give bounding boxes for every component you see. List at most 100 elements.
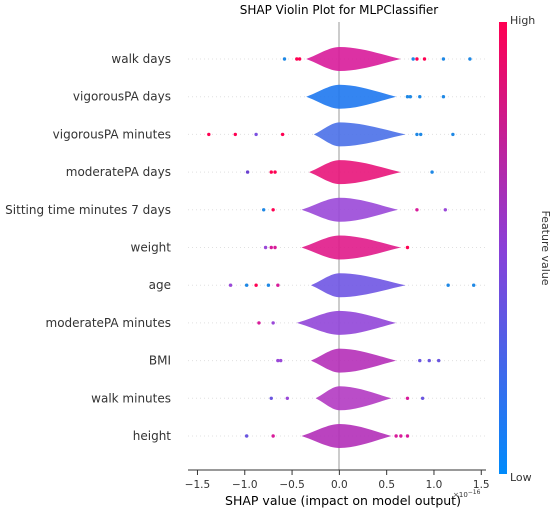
feature-label: vigorousPA days: [73, 90, 171, 104]
outlier-point: [394, 434, 398, 438]
violin-shape: [301, 197, 399, 222]
outlier-point: [468, 57, 472, 61]
outlier-point: [472, 283, 476, 287]
feature-row: walk days: [111, 47, 486, 71]
violin-shape: [296, 310, 397, 335]
outlier-point: [257, 321, 261, 325]
outlier-point: [244, 434, 249, 438]
outlier-point: [285, 396, 290, 400]
outlier-point: [405, 396, 410, 400]
outlier-point: [273, 245, 277, 250]
outlier-point: [405, 95, 410, 99]
feature-label: walk days: [111, 52, 171, 66]
violin-shape: [301, 235, 401, 260]
chart-title: SHAP Violin Plot for MLPClassifier: [240, 3, 438, 17]
outlier-point: [451, 132, 455, 137]
violin-shape: [306, 84, 397, 109]
outlier-point: [254, 283, 258, 287]
outlier-point: [261, 208, 266, 212]
outlier-point: [411, 57, 415, 61]
outlier-point: [271, 321, 275, 325]
feature-label: height: [133, 429, 172, 443]
feature-rows: walk days vigorousPA days vigorousPA minut…: [5, 47, 486, 448]
feature-value-colorbar: [499, 22, 507, 474]
outlier-point: [276, 283, 280, 287]
outlier-point: [271, 208, 275, 212]
outlier-point: [276, 358, 280, 363]
violin-shape: [315, 386, 392, 411]
violin-shape: [306, 47, 401, 71]
outlier-point: [415, 132, 419, 137]
x-axis-ticks: −1.5 −1.0 −0.5 0.0 0.5 1.0 1.5: [185, 470, 490, 491]
outlier-point: [415, 208, 419, 212]
feature-label: walk minutes: [91, 391, 171, 405]
outlier-point: [263, 245, 268, 250]
outlier-point: [282, 57, 287, 61]
x-tick-label: −1.5: [185, 479, 211, 491]
x-axis-label: SHAP value (impact on model output): [225, 493, 461, 508]
outlier-point: [269, 170, 273, 174]
feature-label: Sitting time minutes 7 days: [5, 203, 171, 217]
feature-label: weight: [131, 241, 172, 255]
feature-row: walk minutes: [91, 386, 486, 411]
outlier-point: [244, 283, 249, 287]
outlier-point: [430, 170, 434, 174]
outlier-point: [418, 358, 422, 363]
outlier-point: [405, 434, 410, 438]
outlier-point: [436, 358, 441, 363]
feature-label: BMI: [149, 354, 171, 368]
feature-row: vigorousPA minutes: [53, 122, 486, 147]
feature-label: age: [149, 278, 171, 292]
x-tick-label: 1.5: [473, 479, 490, 491]
x-tick-label: 1.0: [426, 479, 443, 491]
outlier-point: [419, 132, 423, 137]
x-tick-label: 0.0: [331, 479, 348, 491]
x-tick-label: −0.5: [279, 479, 305, 491]
x-tick-label: −1.0: [232, 479, 258, 491]
feature-row: moderatePA minutes: [46, 310, 486, 335]
outlier-point: [420, 396, 425, 400]
colorbar-title: Feature value: [539, 210, 550, 285]
outlier-point: [228, 283, 233, 287]
violin-shape: [310, 273, 406, 298]
outlier-point: [280, 132, 285, 137]
outlier-point: [207, 132, 211, 137]
outlier-point: [441, 57, 446, 61]
feature-row: vigorousPA days: [73, 84, 486, 109]
outlier-point: [441, 95, 446, 99]
outlier-point: [269, 396, 273, 400]
feature-row: moderatePA days: [66, 160, 486, 185]
outlier-point: [399, 434, 403, 438]
colorbar-high-label: High: [510, 14, 535, 27]
outlier-point: [295, 57, 299, 61]
outlier-point: [254, 132, 258, 137]
feature-row: height: [133, 424, 486, 448]
x-tick-label: 0.5: [378, 479, 395, 491]
violin-shape: [313, 122, 406, 147]
feature-row: weight: [131, 235, 486, 260]
outlier-point: [427, 358, 431, 363]
violin-shape: [309, 160, 401, 185]
outlier-point: [269, 245, 273, 250]
x-axis-exponent: ×10−16: [453, 489, 481, 499]
colorbar-low-label: Low: [510, 471, 532, 484]
feature-label: moderatePA days: [66, 165, 171, 179]
feature-row: age: [149, 273, 486, 298]
outlier-point: [266, 283, 271, 287]
violin-shape: [301, 424, 392, 448]
outlier-point: [273, 170, 277, 174]
outlier-point: [443, 208, 448, 212]
outlier-point: [233, 132, 238, 137]
outlier-point: [408, 95, 413, 99]
outlier-point: [271, 434, 275, 438]
outlier-point: [415, 57, 419, 61]
outlier-point: [405, 245, 410, 250]
violin-shape: [310, 348, 397, 373]
outlier-point: [279, 358, 283, 363]
outlier-point: [297, 57, 302, 61]
outlier-point: [446, 283, 450, 287]
outlier-point: [418, 95, 422, 99]
feature-label: vigorousPA minutes: [53, 127, 171, 141]
outlier-point: [245, 170, 250, 174]
